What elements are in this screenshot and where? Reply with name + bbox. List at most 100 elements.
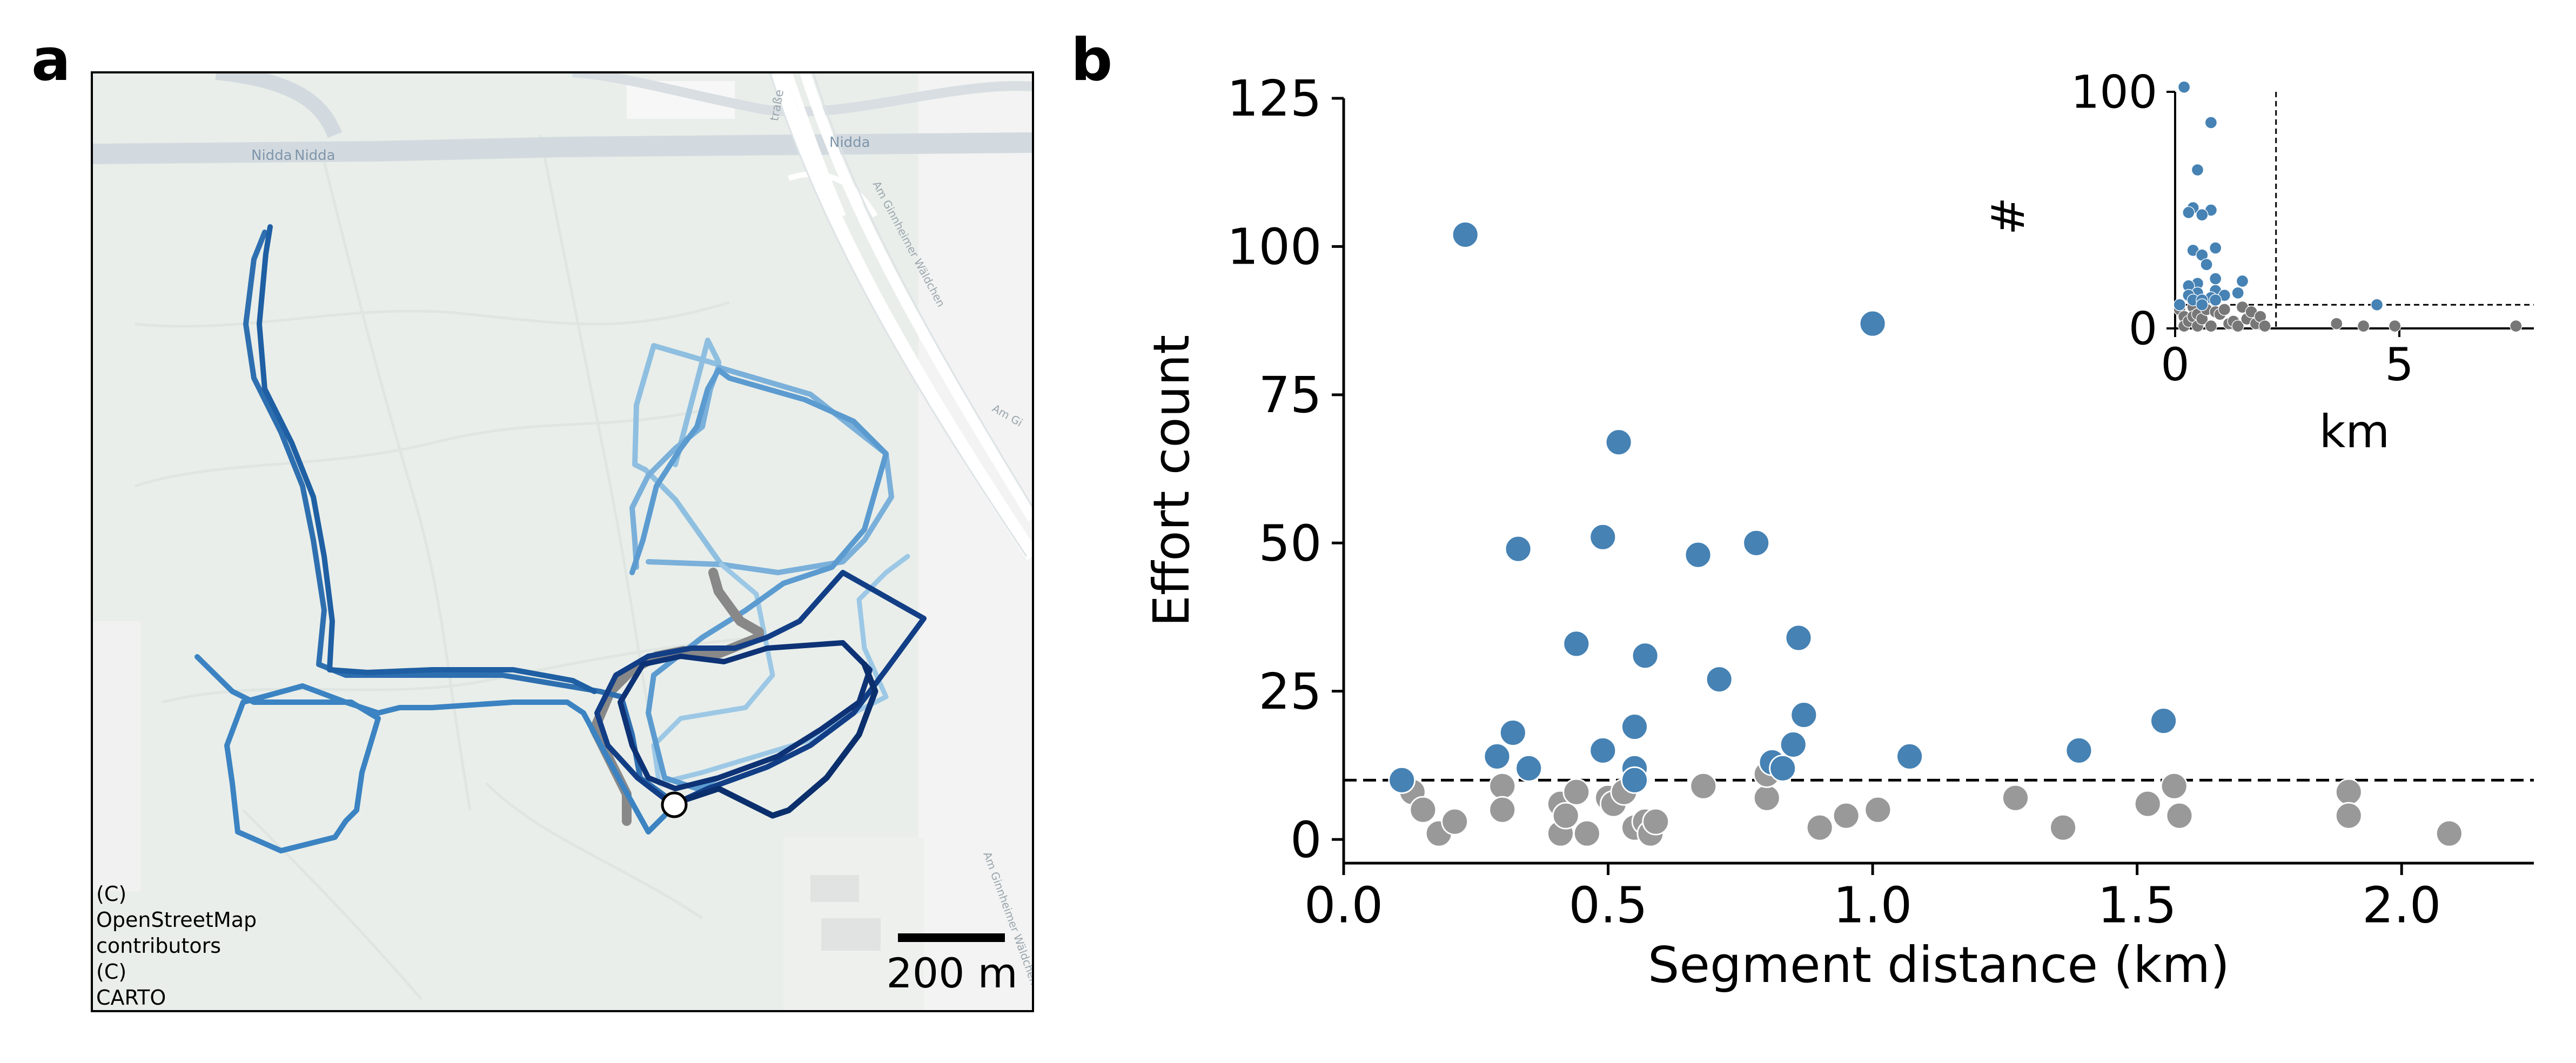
- data-point-below-threshold: [1642, 808, 1670, 836]
- data-point-above-threshold: [1859, 310, 1887, 338]
- x-tick-label: 2.0: [2362, 876, 2441, 934]
- data-point-above-threshold: [2191, 163, 2204, 177]
- data-point-below-threshold: [1806, 813, 1834, 842]
- data-point-below-threshold: [2357, 319, 2370, 333]
- data-point-below-threshold: [2330, 317, 2343, 330]
- data-point-above-threshold: [1483, 742, 1511, 770]
- x-axis-label: Segment distance (km): [1648, 936, 2230, 994]
- data-point-above-threshold: [1742, 529, 1770, 557]
- data-point-above-threshold: [2204, 116, 2218, 129]
- river-upper: [572, 72, 1033, 117]
- data-point-below-threshold: [2258, 319, 2271, 333]
- data-point-below-threshold: [1864, 796, 1892, 824]
- x-tick-label: 1.5: [2098, 876, 2177, 934]
- data-point-above-threshold: [2177, 80, 2191, 93]
- x-axis-label: km: [2319, 405, 2390, 458]
- data-point-above-threshold: [2196, 208, 2209, 221]
- data-point-above-threshold: [2209, 272, 2222, 285]
- y-tick-label: 100: [1227, 218, 1322, 276]
- track-light-blue: [629, 365, 894, 575]
- data-point-below-threshold: [2134, 790, 2162, 818]
- scale-bar-label: 200 m: [886, 949, 1017, 997]
- data-point-above-threshold: [2209, 293, 2222, 307]
- data-point-below-threshold: [2165, 802, 2193, 830]
- attribution-line: (C): [96, 882, 126, 906]
- track-navy: [667, 661, 878, 819]
- data-point-below-threshold: [1409, 796, 1437, 824]
- data-point-above-threshold: [2209, 241, 2222, 254]
- x-tick-label: 1.0: [1833, 876, 1912, 934]
- data-point-above-threshold: [2065, 737, 2093, 764]
- data-point-above-threshold: [1388, 766, 1416, 794]
- data-point-above-threshold: [1499, 719, 1527, 746]
- y-axis-label: #: [1982, 197, 2035, 235]
- data-point-above-threshold: [2370, 298, 2384, 311]
- track-dark-blue: [618, 640, 873, 791]
- data-point-below-threshold: [2160, 772, 2188, 800]
- data-point-below-threshold: [1753, 784, 1781, 812]
- data-point-below-threshold: [2335, 802, 2363, 830]
- highway: [771, 72, 1033, 561]
- data-point-below-threshold: [2204, 319, 2218, 333]
- y-tick-label: 100: [2071, 65, 2157, 118]
- attribution-line: CARTO: [96, 986, 166, 1010]
- data-point-below-threshold: [1573, 819, 1601, 847]
- attribution-line: contributors: [96, 934, 221, 958]
- data-point-above-threshold: [1790, 701, 1818, 729]
- x-tick-label: 5: [2385, 338, 2413, 391]
- y-tick-label: 25: [1259, 663, 1322, 721]
- data-point-above-threshold: [2200, 258, 2213, 271]
- data-point-below-threshold: [1488, 796, 1517, 824]
- y-tick-label: 75: [1259, 366, 1322, 424]
- data-point-above-threshold: [1785, 624, 1813, 652]
- data-point-below-threshold: [2510, 319, 2523, 333]
- data-point-below-threshold: [1441, 808, 1469, 836]
- data-point-above-threshold: [2173, 298, 2186, 311]
- data-point-below-threshold: [2002, 784, 2029, 812]
- data-point-below-threshold: [2049, 813, 2077, 842]
- data-point-above-threshold: [1684, 541, 1712, 569]
- map-label-nidda: Nidda: [829, 134, 870, 151]
- data-point-below-threshold: [2335, 778, 2363, 806]
- data-point-above-threshold: [2182, 206, 2195, 219]
- data-point-above-threshold: [1515, 754, 1543, 782]
- data-point-above-threshold: [1896, 742, 1924, 770]
- panel-label-b: b: [1071, 26, 1112, 94]
- data-point-above-threshold: [1631, 642, 1659, 670]
- x-tick-label: 0: [2161, 338, 2189, 391]
- y-tick-label: 0: [1290, 811, 1322, 869]
- y-axis-label: Effort count: [1143, 335, 1200, 627]
- map-building: [810, 875, 859, 902]
- data-point-above-threshold: [1779, 731, 1807, 758]
- panel-label-a: a: [31, 26, 71, 94]
- x-tick-label: 0.5: [1568, 876, 1647, 934]
- y-tick-label: 125: [1227, 70, 1322, 127]
- data-point-below-threshold: [2389, 319, 2401, 333]
- data-point-below-threshold: [2435, 819, 2463, 847]
- data-point-above-threshold: [2196, 298, 2209, 311]
- data-point-below-threshold: [2218, 303, 2231, 316]
- x-tick-label: 0.0: [1304, 876, 1383, 934]
- scale-bar: [898, 933, 1005, 942]
- map-label-nidda: Nidda: [294, 147, 336, 164]
- data-point-below-threshold: [1488, 772, 1517, 800]
- data-point-above-threshold: [2236, 274, 2249, 288]
- data-point-above-threshold: [1605, 428, 1633, 456]
- data-point-above-threshold: [1504, 535, 1532, 563]
- data-point-above-threshold: [1621, 713, 1648, 741]
- highway-edges: [769, 72, 1033, 557]
- y-tick-label: 50: [1259, 514, 1322, 572]
- data-point-above-threshold: [2231, 286, 2244, 299]
- data-point-above-threshold: [2150, 707, 2178, 735]
- data-point-below-threshold: [1832, 802, 1860, 830]
- track-light-blue: [632, 338, 724, 567]
- track-light-blue: [651, 554, 910, 786]
- data-point-above-threshold: [1769, 754, 1797, 782]
- data-point-below-threshold: [1562, 778, 1591, 806]
- data-point-above-threshold: [1621, 766, 1648, 794]
- map-area-left: [92, 621, 140, 891]
- data-point-below-threshold: [2231, 319, 2244, 333]
